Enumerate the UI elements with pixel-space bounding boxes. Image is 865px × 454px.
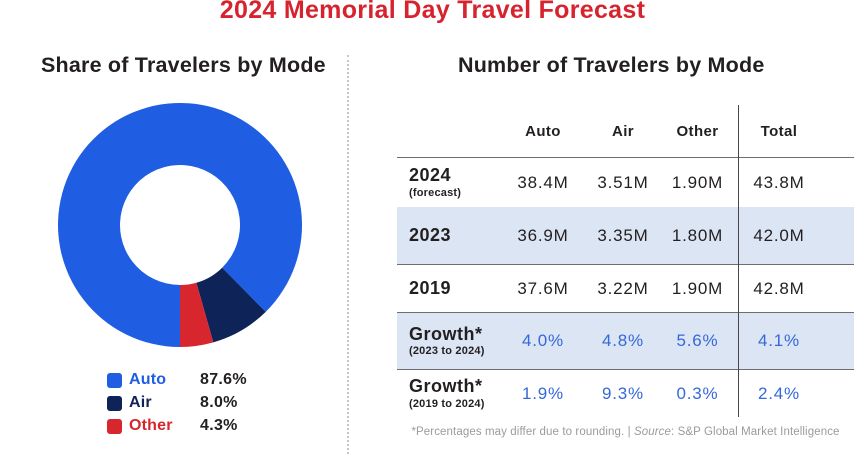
- value-cell: 0.3%: [676, 383, 719, 403]
- value-cell: 1.90M: [671, 172, 724, 192]
- table-header-row: Auto Air Other Total: [397, 105, 854, 157]
- column-header: Other: [676, 122, 719, 140]
- footnote-source-text: : S&P Global Market Intelligence: [671, 426, 840, 438]
- row-label-cell: 2023: [397, 207, 497, 264]
- value-cell: 3.22M: [597, 278, 649, 298]
- row-sublabel: (2019 to 2024): [409, 397, 485, 410]
- row-label: Growth*: [409, 323, 483, 344]
- value-cell: 42.8M: [753, 278, 805, 298]
- row-sublabel: (forecast): [409, 186, 462, 199]
- number-section-heading: Number of Travelers by Mode: [458, 53, 765, 77]
- legend-value: 87.6%: [200, 371, 247, 388]
- value-cell: 2.4%: [758, 383, 800, 403]
- legend-label: Auto: [129, 371, 167, 388]
- value-cell: 42.0M: [753, 225, 805, 245]
- table-row: Growth* (2023 to 2024) 4.0% 4.8% 5.6% 4.1%: [397, 312, 854, 369]
- share-section-heading: Share of Travelers by Mode: [41, 53, 326, 77]
- column-header: Total: [760, 122, 798, 140]
- row-label: Growth*: [409, 376, 483, 397]
- legend-value: 4.3%: [200, 417, 238, 434]
- legend-item-other: Other 4.3%: [107, 417, 247, 435]
- chart-legend: Auto 87.6% Air 8.0% Other 4.3%: [107, 371, 247, 435]
- row-label: 2023: [409, 225, 452, 246]
- value-cell: 43.8M: [753, 172, 805, 192]
- table-row: 2023 36.9M 3.35M 1.80M 42.0M: [397, 207, 854, 264]
- footnote: *Percentages may differ due to rounding.…: [397, 426, 854, 438]
- value-cell: 3.35M: [597, 225, 649, 245]
- value-cell: 1.90M: [671, 278, 724, 298]
- table-row: Growth* (2019 to 2024) 1.9% 9.3% 0.3% 2.4%: [397, 369, 854, 417]
- row-label: 2024: [409, 165, 452, 186]
- footnote-text: *Percentages may differ due to rounding.…: [411, 426, 634, 438]
- table-row: 2024 (forecast) 38.4M 3.51M 1.90M 43.8M: [397, 157, 854, 207]
- row-label: 2019: [409, 278, 452, 299]
- column-header: [397, 105, 497, 157]
- donut-segment-auto: [58, 103, 303, 347]
- page-title: 2024 Memorial Day Travel Forecast: [219, 0, 646, 24]
- footnote-source-label: Source: [633, 426, 671, 438]
- value-cell: 38.4M: [517, 172, 569, 192]
- value-cell: 37.6M: [517, 278, 569, 298]
- value-cell: 1.80M: [671, 225, 724, 245]
- value-cell: 4.0%: [522, 331, 564, 350]
- column-header: Auto: [525, 122, 561, 140]
- legend-item-air: Air 8.0%: [107, 394, 247, 412]
- row-label-cell: Growth* (2019 to 2024): [397, 370, 497, 417]
- value-cell: 4.1%: [758, 331, 800, 350]
- value-cell: 3.51M: [597, 172, 649, 192]
- legend-item-auto: Auto 87.6%: [107, 371, 247, 389]
- total-column-divider: [738, 105, 739, 417]
- table-row: 2019 37.6M 3.22M 1.90M 42.8M: [397, 264, 854, 312]
- column-header: Air: [611, 122, 635, 140]
- legend-label: Other: [129, 417, 173, 434]
- legend-swatch-air: [107, 395, 122, 411]
- legend-label: Air: [129, 394, 152, 411]
- legend-swatch-other: [107, 418, 122, 434]
- table-body: 2024 (forecast) 38.4M 3.51M 1.90M 43.8M 2023 36…: [397, 157, 854, 417]
- row-sublabel: (2023 to 2024): [409, 345, 485, 358]
- panel-dotted-divider: [347, 55, 349, 454]
- donut-segment-air: [196, 267, 266, 343]
- value-cell: 5.6%: [676, 331, 719, 350]
- donut-segment-other: [180, 282, 214, 347]
- value-cell: 4.8%: [602, 331, 644, 350]
- row-label-cell: 2019: [397, 265, 497, 312]
- value-cell: 1.9%: [522, 383, 564, 403]
- value-cell: 9.3%: [602, 383, 644, 403]
- travelers-table: Auto Air Other Total 2024 (forecast) 38.4M 3.5…: [397, 105, 854, 417]
- donut-chart: [58, 103, 303, 347]
- value-cell: 36.9M: [517, 225, 569, 245]
- legend-value: 8.0%: [200, 394, 238, 411]
- row-label-cell: 2024 (forecast): [397, 158, 497, 207]
- row-label-cell: Growth* (2023 to 2024): [397, 313, 497, 369]
- legend-swatch-auto: [107, 372, 122, 388]
